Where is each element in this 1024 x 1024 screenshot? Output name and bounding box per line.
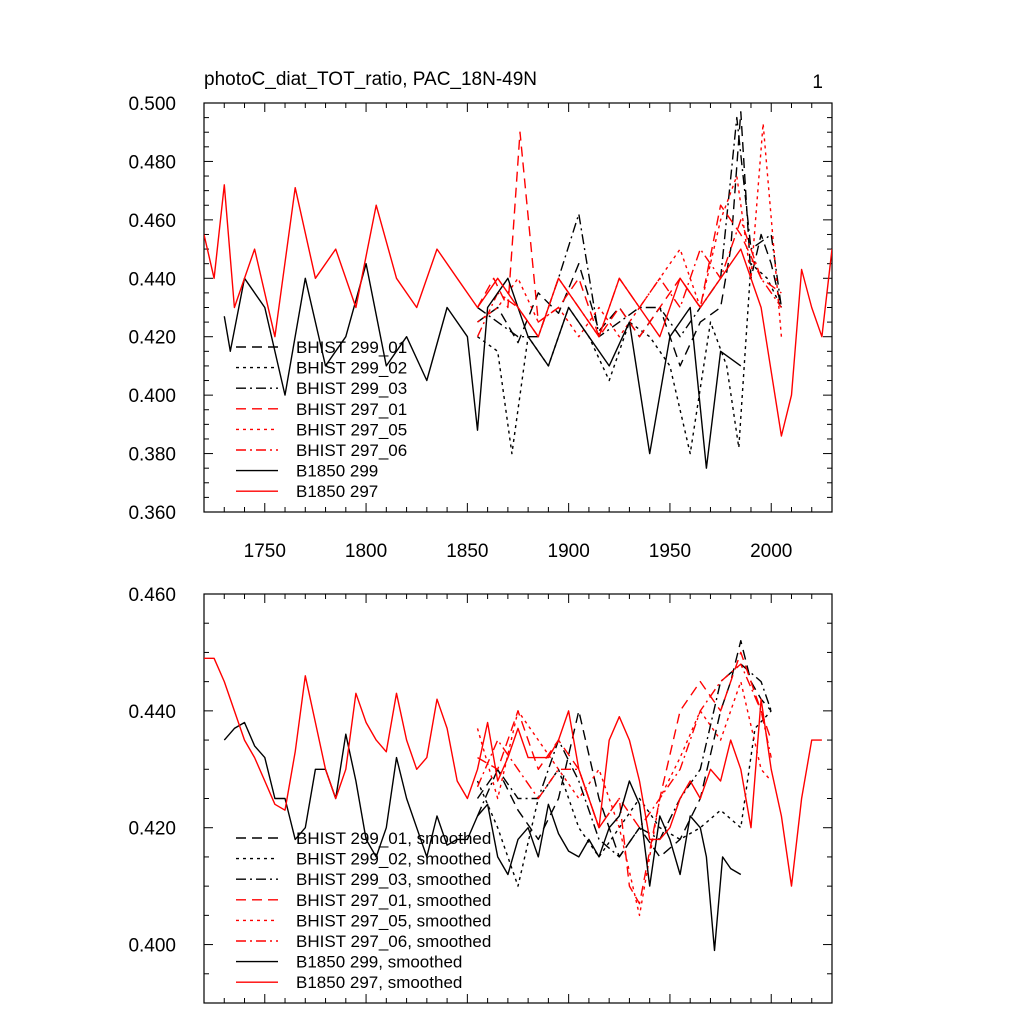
chart2-legend-label: B1850 297, smoothed — [296, 973, 462, 992]
chart2-legend-label: BHIST 297_06, smoothed — [296, 932, 491, 951]
chart2-legend-label: BHIST 297_01, smoothed — [296, 891, 491, 910]
chart1-x-tick-label: 1850 — [446, 541, 488, 562]
chart1-y-tick-label: 0.380 — [128, 445, 176, 466]
chart1-legend-label: BHIST 299_01 — [296, 338, 407, 357]
chart2-y-tick-label: 0.420 — [128, 819, 176, 840]
chart-title: photoC_diat_TOT_ratio, PAC_18N-49N — [204, 69, 537, 90]
chart2-y-tick-label: 0.460 — [128, 585, 176, 606]
chart1-y-tick-label: 0.420 — [128, 328, 176, 349]
chart2-series-b1850-297-smoothed — [204, 657, 822, 887]
chart2-series-bhist-297-06-smoothed — [476, 663, 772, 829]
chart1-y-tick-label: 0.500 — [128, 94, 176, 115]
chart1-legend-label: BHIST 297_01 — [296, 400, 407, 419]
chart2-legend-label: B1850 299, smoothed — [296, 953, 462, 972]
chart2-legend-label: BHIST 299_01, smoothed — [296, 829, 491, 848]
chart1-legend-label: BHIST 297_06 — [296, 441, 407, 460]
chart2-series-b1850-299-smoothed — [223, 721, 742, 952]
chart1-y-tick-label: 0.480 — [128, 152, 176, 173]
chart2-series-bhist-299-01-smoothed — [476, 640, 772, 858]
panel-top: 1750 1800 1850 1900 1950 2000 0.360 0.380 0.400 0… — [128, 94, 833, 562]
chart1-legend-label: BHIST 299_03 — [296, 379, 407, 398]
chart1-series-b1850-299 — [223, 263, 742, 469]
chart1-series-bhist-299-02 — [477, 263, 783, 455]
chart2-legend-label: BHIST 299_03, smoothed — [296, 870, 491, 889]
chart2-legend-label: BHIST 297_05, smoothed — [296, 911, 491, 930]
chart1-legend-label: B1850 297 — [296, 482, 378, 501]
chart2-series-bhist-299-03-smoothed — [476, 663, 772, 858]
chart1-x-tick-label: 1900 — [548, 541, 590, 562]
panel-label: 1 — [812, 72, 823, 93]
chart2-y-tick-label: 0.440 — [128, 702, 176, 723]
chart1-series-bhist-299-01 — [477, 111, 783, 367]
chart1-x-tick-label: 2000 — [750, 541, 792, 562]
chart1-x-tick-label: 1950 — [649, 541, 691, 562]
chart1-series-group — [204, 111, 832, 469]
chart1-y-tick-label: 0.440 — [128, 269, 176, 290]
chart1-y-tick-label: 0.400 — [128, 386, 176, 407]
chart1-x-tick-label: 1750 — [244, 541, 286, 562]
chart1-series-bhist-297-05 — [477, 122, 783, 338]
chart1-x-tick-label: 1800 — [345, 541, 387, 562]
chart1-series-b1850-297 — [204, 184, 832, 437]
chart2-series-group — [204, 640, 822, 952]
chart1-y-tick-label: 0.460 — [128, 211, 176, 232]
chart1-series-bhist-299-03 — [477, 116, 783, 338]
panel-bottom: 0.400 0.420 0.440 0.460 BHIST 299_01, smooth… — [128, 585, 833, 1004]
chart1-legend-label: BHIST 297_05 — [296, 420, 407, 439]
chart2-series-bhist-297-01-smoothed — [477, 651, 772, 905]
chart1-legend-label: B1850 299 — [296, 462, 378, 481]
chart2-legend-label: BHIST 299_02, smoothed — [296, 850, 491, 869]
chart1-y-tick-label: 0.360 — [128, 503, 176, 524]
chart1-legend-label: BHIST 299_02 — [296, 359, 407, 378]
chart1-series-bhist-297-06 — [476, 219, 782, 338]
chart2-y-tick-label: 0.400 — [128, 936, 176, 957]
chart1-series-bhist-297-01 — [476, 131, 782, 338]
